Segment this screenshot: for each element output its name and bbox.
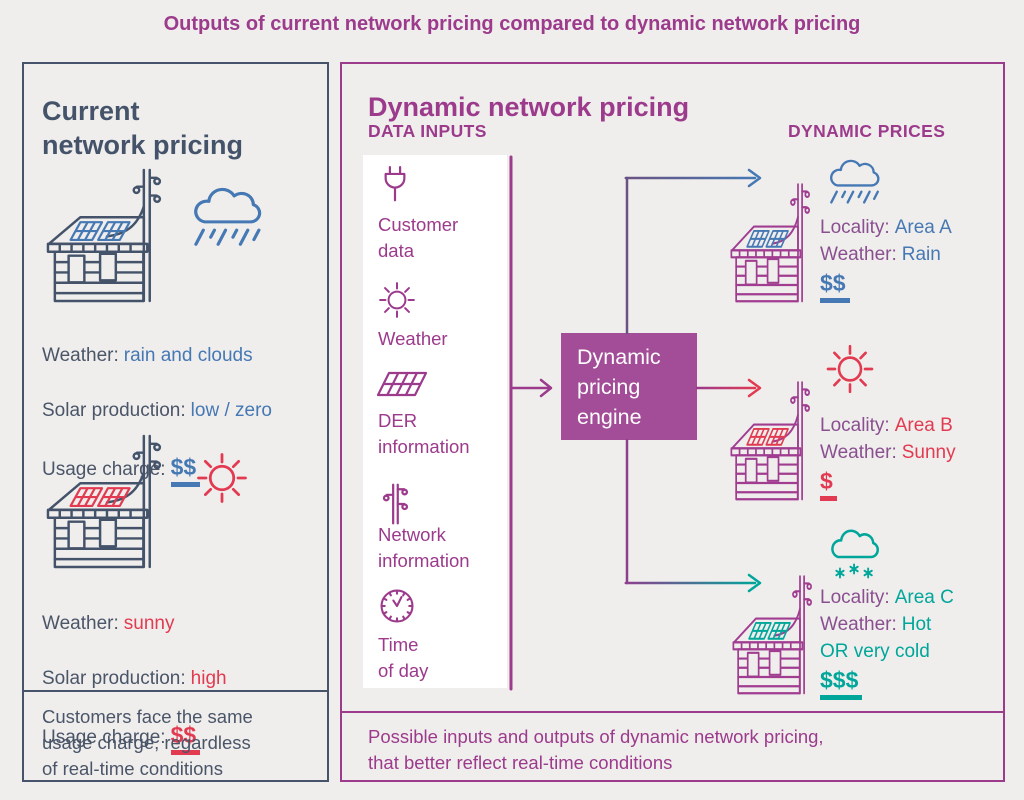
house-solar-icon (730, 378, 812, 501)
weather-label: Weather: (820, 442, 897, 463)
solar-line: Solar production: low / zero (42, 369, 332, 424)
weather-line: Weather: Sunny (820, 439, 1024, 466)
locality-value: Area A (894, 217, 952, 238)
weather-line: Weather: Hot OR very cold (820, 611, 1024, 665)
locality-label: Locality: (820, 415, 890, 436)
dynamic-pricing-footer: Possible inputs and outputs of dynamic n… (342, 711, 1003, 780)
dynamic-pricing-panel: Dynamic network pricing DATA INPUTS DYNA… (340, 62, 1005, 782)
page-title: Outputs of current network pricing compa… (163, 13, 861, 35)
charge-value: $$ (170, 722, 201, 755)
weather-line: Weather: sunny (42, 582, 332, 637)
input-label-network: Network information (378, 524, 470, 571)
dynamic-pricing-heading: Dynamic network pricing (368, 92, 690, 123)
weather-line: Weather: Rain (820, 241, 1024, 268)
price-badge: $$ (820, 270, 850, 303)
current-pricing-heading: Current network pricing (42, 96, 244, 161)
clock-icon (377, 586, 417, 626)
rain-cloud-icon (824, 156, 886, 206)
weather-label: Weather: (42, 344, 119, 366)
locality-line: Locality: Area B (820, 412, 1024, 439)
price-badge: $ (820, 468, 837, 501)
area-b-info: Locality: Area B Weather: Sunny $ (820, 412, 1024, 501)
house-solar-icon (730, 180, 812, 303)
solar-label: Solar production: (42, 399, 186, 421)
dynamic-pricing-engine-box: Dynamic pricing engine (561, 333, 697, 440)
solar-value: high (190, 667, 227, 689)
locality-label: Locality: (820, 587, 890, 608)
scenario-rain-info: Weather: rain and clouds Solar production… (42, 314, 332, 487)
weather-label: Weather: (42, 612, 119, 634)
weather-value: Sunny (901, 442, 956, 463)
weather-line: Weather: rain and clouds (42, 314, 332, 369)
locality-line: Locality: Area A (820, 214, 1024, 241)
charge-label: Usage charge: (42, 726, 166, 748)
current-pricing-panel: Current network pricing Weather: rain and… (22, 62, 329, 782)
price-badge: $$$ (820, 667, 863, 700)
plug-icon (378, 163, 412, 207)
rain-cloud-icon (186, 183, 270, 249)
locality-value: Area C (894, 587, 954, 608)
house-solar-icon (732, 572, 814, 695)
weather-value: rain and clouds (123, 344, 253, 366)
weather-value: Hot OR very cold (820, 614, 932, 662)
weather-value: sunny (123, 612, 175, 634)
locality-label: Locality: (820, 217, 890, 238)
solar-panel-icon (376, 369, 428, 399)
scenario-sunny-info: Weather: sunny Solar production: high Usag… (42, 582, 332, 755)
charge-value: $$ (170, 454, 201, 487)
weather-label: Weather: (820, 614, 897, 635)
solar-label: Solar production: (42, 667, 186, 689)
solar-value: low / zero (190, 399, 272, 421)
dynamic-prices-heading: DYNAMIC PRICES (788, 121, 946, 141)
data-inputs-heading: DATA INPUTS (368, 121, 487, 141)
snow-cloud-icon (824, 526, 886, 584)
input-label-time: Time of day (378, 634, 429, 681)
input-label-der: DER information (378, 410, 470, 457)
locality-line: Locality: Area C (820, 584, 1024, 611)
sun-icon (374, 277, 420, 323)
area-c-info: Locality: Area C Weather: Hot OR very cold… (820, 584, 1024, 700)
house-solar-icon (46, 165, 164, 303)
input-label-weather: Weather (378, 328, 448, 349)
weather-value: Rain (901, 244, 941, 265)
locality-value: Area B (894, 415, 953, 436)
house-solar-icon (46, 431, 164, 569)
sun-icon (190, 446, 254, 510)
sun-icon (820, 338, 880, 400)
current-pricing-footer: Customers face the same usage charge, re… (24, 690, 327, 780)
weather-label: Weather: (820, 244, 897, 265)
solar-line: Solar production: high (42, 637, 332, 692)
charge-line: Usage charge: $$ (42, 692, 332, 755)
area-a-info: Locality: Area A Weather: Rain $$ (820, 214, 1024, 303)
power-pole-icon (378, 481, 412, 527)
data-inputs-box: Customer data Weather DER information Ne… (363, 155, 507, 688)
input-label-customer-data: Customer data (378, 214, 459, 261)
